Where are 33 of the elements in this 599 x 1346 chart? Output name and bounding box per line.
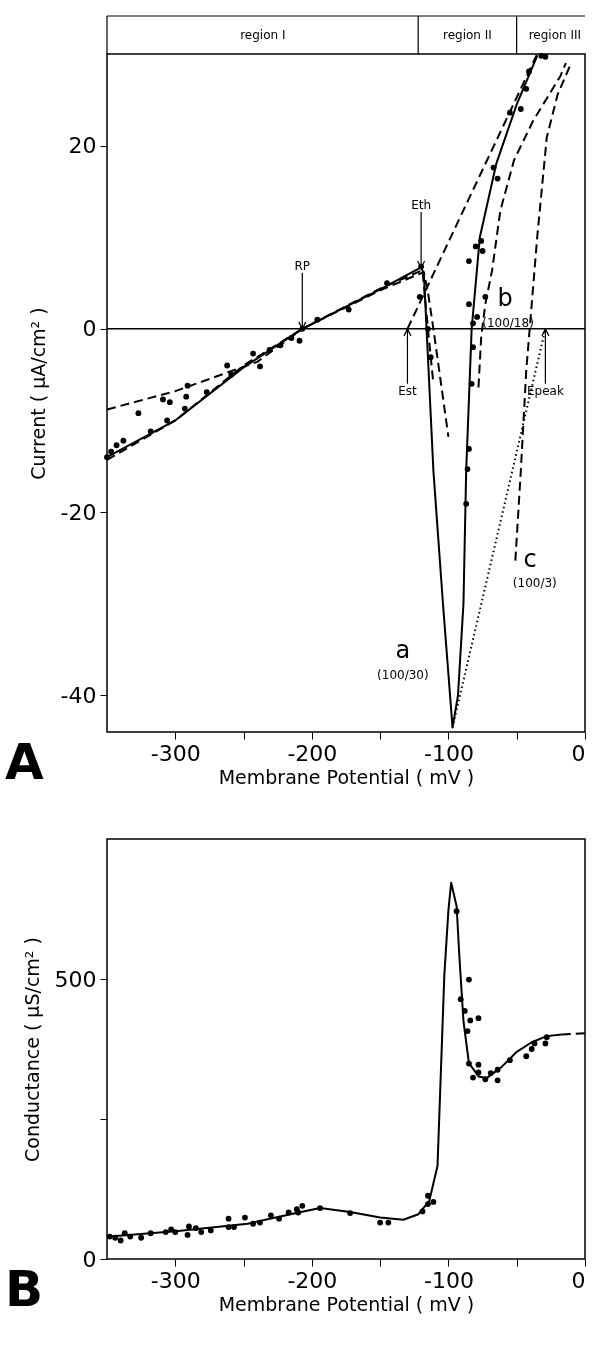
- x-tick-label: -100: [423, 740, 474, 766]
- y-tick-label: -20: [60, 499, 97, 525]
- x-tick-label: -300: [150, 1267, 201, 1293]
- x-tick-label: -200: [287, 1267, 338, 1293]
- x-tick-label: -200: [287, 740, 338, 766]
- text: region III: [528, 28, 582, 42]
- annotation: RP: [294, 258, 311, 273]
- annotation: (100/30): [377, 668, 429, 682]
- x-tick-label: -300: [150, 740, 201, 766]
- annotation: (100/18): [482, 316, 534, 330]
- y-tick-label: 0: [82, 316, 97, 342]
- y-tick-label: 0: [82, 1246, 97, 1272]
- annotation: a: [395, 636, 411, 664]
- y-tick-label: 20: [68, 133, 97, 159]
- text: A: [5, 733, 44, 791]
- text: B: [5, 1260, 44, 1318]
- annotation: b: [497, 284, 513, 312]
- annotation: c: [523, 545, 537, 573]
- x-axis-title: Membrane Potential ( mV ): [218, 765, 475, 788]
- x-tick-label: 0: [571, 1267, 586, 1293]
- annotation: Eth: [411, 198, 432, 213]
- text: region I: [240, 28, 286, 42]
- annotation: Est: [398, 383, 418, 398]
- x-tick-label: -100: [423, 1267, 474, 1293]
- y-tick-label: 500: [54, 966, 97, 992]
- annotation: (100/3): [512, 576, 557, 590]
- x-tick-label: 0: [571, 740, 586, 766]
- annotation: Epeak: [526, 383, 564, 398]
- x-axis-title: Membrane Potential ( mV ): [218, 1292, 475, 1315]
- y-tick-label: -40: [60, 682, 97, 708]
- y-axis-title: Conductance ( μS/cm² ): [20, 937, 43, 1162]
- y-axis-title: Current ( μA/cm² ): [26, 307, 49, 480]
- text: region II: [442, 28, 492, 42]
